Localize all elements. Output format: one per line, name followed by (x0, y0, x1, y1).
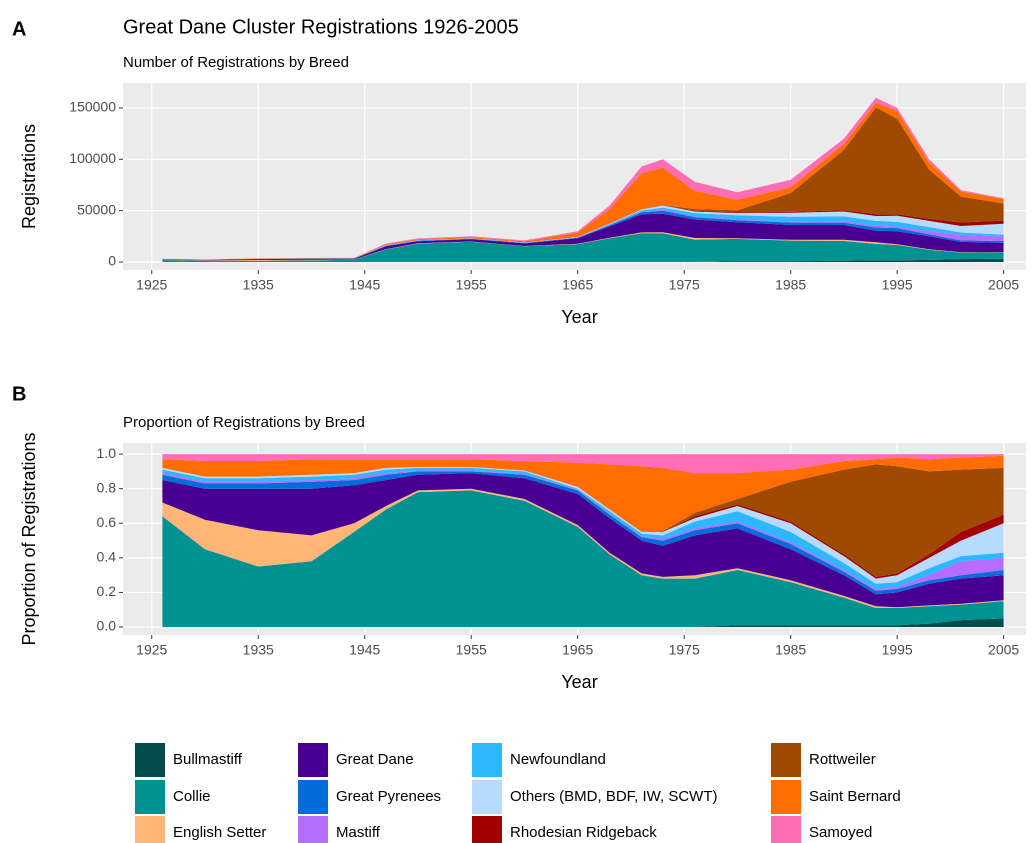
area (162, 207, 1004, 260)
area (162, 213, 1004, 261)
x-tick-label: 1955 (456, 277, 487, 293)
y-tick-label: 100000 (69, 150, 116, 166)
legend-label: Newfoundland (510, 751, 606, 768)
legend-swatch (771, 743, 801, 777)
x-tick-label: 1965 (562, 277, 593, 293)
area (162, 473, 1004, 608)
area (162, 233, 1004, 262)
y-tick-label: 150000 (69, 99, 116, 115)
legend-swatch (472, 743, 502, 777)
legend-label: Rhodesian Ridgeback (510, 824, 657, 841)
y-tick-label: 50000 (77, 201, 116, 217)
area (162, 107, 1004, 260)
chart-title: Great Dane Cluster Registrations 1926-20… (123, 16, 519, 38)
area (162, 488, 1004, 608)
legend-label: Collie (173, 788, 211, 805)
legend-swatch (472, 780, 502, 814)
legend-swatch (135, 743, 165, 777)
y-tick-label: 0 (108, 253, 116, 269)
legend-swatch (298, 743, 328, 777)
x-axis-label: Year (561, 672, 597, 692)
area (162, 464, 1004, 577)
area (162, 618, 1004, 627)
y-axis-label: Registrations (19, 124, 39, 229)
legend-label: Others (BMD, BDF, IW, SCWT) (510, 788, 718, 805)
x-tick-label: 1925 (136, 277, 167, 293)
y-tick-label: 0.6 (97, 514, 117, 530)
x-tick-label: 1945 (349, 642, 380, 658)
y-tick-label: 1.0 (97, 445, 117, 461)
legend-label: Saint Bernard (809, 788, 901, 805)
x-tick-label: 1995 (882, 277, 913, 293)
x-tick-label: 1975 (669, 642, 700, 658)
y-tick-label: 0.0 (97, 618, 117, 634)
x-tick-label: 1985 (775, 277, 806, 293)
x-tick-label: 1975 (669, 277, 700, 293)
legend-label: Mastiff (336, 824, 381, 841)
area (162, 490, 1004, 627)
legend-label: Great Pyrenees (336, 788, 441, 805)
area (162, 210, 1004, 260)
legend-swatch (771, 780, 801, 814)
y-tick-label: 0.2 (97, 583, 117, 599)
area (162, 232, 1004, 261)
legend-swatch (135, 780, 165, 814)
x-tick-label: 1995 (882, 642, 913, 658)
legend-swatch (472, 816, 502, 843)
x-tick-label: 1935 (243, 277, 274, 293)
legend-swatch (135, 816, 165, 843)
area (162, 454, 1004, 474)
chart-subtitle: Proportion of Registrations by Breed (123, 414, 365, 431)
x-tick-label: 1965 (562, 642, 593, 658)
panel-label: B (12, 383, 26, 405)
legend-label: Great Dane (336, 751, 414, 768)
area (162, 467, 1004, 584)
x-axis-label: Year (561, 307, 597, 327)
legend-swatch (298, 780, 328, 814)
area (162, 467, 1004, 589)
legend-label: English Setter (173, 824, 266, 841)
panel-label: A (12, 18, 26, 40)
x-tick-label: 1925 (136, 642, 167, 658)
area (162, 455, 1004, 532)
y-tick-label: 0.4 (97, 549, 117, 565)
legend-label: Bullmastiff (173, 751, 243, 768)
legend-label: Rottweiler (809, 751, 876, 768)
legend-swatch (298, 816, 328, 843)
legend-swatch (771, 816, 801, 843)
x-tick-label: 1955 (456, 642, 487, 658)
legend-label: Samoyed (809, 824, 872, 841)
x-tick-label: 1935 (243, 642, 274, 658)
area (162, 97, 1004, 260)
area (162, 209, 1004, 260)
x-tick-label: 1945 (349, 277, 380, 293)
y-axis-label: Proportion of Registrations (19, 432, 39, 645)
area (162, 470, 1004, 591)
area (162, 471, 1004, 595)
x-tick-label: 2005 (988, 277, 1019, 293)
y-tick-label: 0.8 (97, 479, 117, 495)
area (162, 258, 1004, 262)
x-tick-label: 1985 (775, 642, 806, 658)
x-tick-label: 2005 (988, 642, 1019, 658)
chart-subtitle: Number of Registrations by Breed (123, 54, 349, 71)
